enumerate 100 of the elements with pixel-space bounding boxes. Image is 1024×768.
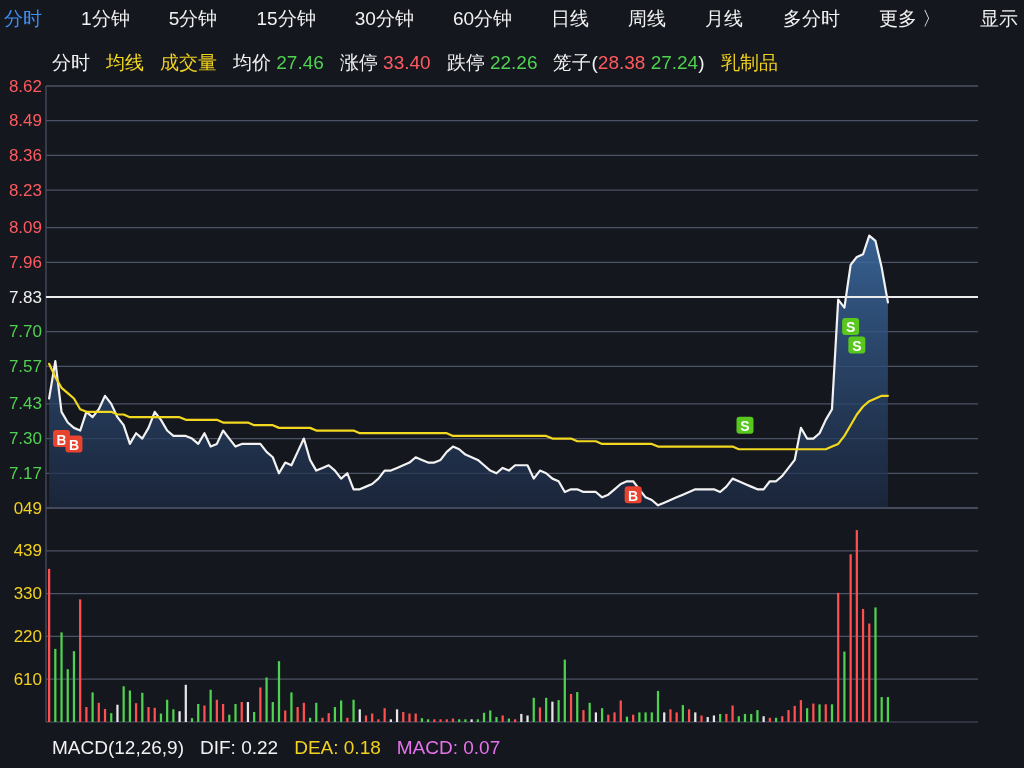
bar (66, 669, 69, 722)
y-tick-label: 8.49 (8, 111, 42, 131)
bar (147, 707, 150, 722)
bar (638, 712, 641, 722)
text: 330 (13, 584, 42, 604)
text: DIF: 0.22 (200, 736, 279, 758)
text: MACD(12,26,9) (52, 736, 184, 758)
bar (818, 704, 821, 722)
bar (458, 719, 461, 722)
bar (364, 715, 368, 722)
bar (613, 712, 616, 722)
y-tick-label: 7.70 (8, 322, 42, 342)
bar (259, 687, 262, 722)
bar (781, 716, 784, 722)
bar (197, 703, 200, 722)
text: 5分钟 (168, 7, 218, 29)
bar (489, 710, 492, 722)
bar (389, 719, 392, 722)
bar (221, 703, 225, 722)
line-series (48, 362, 890, 451)
bar (663, 712, 666, 722)
text: 跌停 22.26 (446, 51, 538, 73)
bar (513, 719, 517, 722)
bar (234, 703, 237, 722)
bar (358, 709, 361, 722)
bar (110, 713, 113, 722)
bar (203, 705, 206, 722)
text: 周线 (628, 7, 667, 29)
bar (824, 704, 827, 722)
bar (756, 710, 759, 722)
text: 60分钟 (452, 7, 513, 29)
text: 更多 〉 (878, 7, 941, 29)
y-tick-label: 7.30 (8, 429, 42, 449)
text: DEA: 0.18 (294, 736, 381, 758)
bar (495, 717, 498, 722)
bar (427, 719, 430, 722)
bar (433, 719, 436, 722)
bar (383, 708, 386, 722)
text: B (68, 436, 80, 453)
bar (712, 715, 716, 722)
bar (731, 705, 734, 722)
bar (737, 716, 740, 722)
text: S (852, 338, 862, 355)
bar (327, 713, 330, 722)
text: 439 (13, 541, 42, 561)
bar (352, 699, 355, 722)
text: 乳制品 (720, 51, 778, 73)
bar (762, 716, 765, 722)
text: 分时 (4, 7, 42, 29)
bar (377, 719, 380, 722)
y-tick-label: 8.62 (8, 76, 42, 96)
text: 1分钟 (81, 7, 130, 29)
bar (476, 719, 479, 722)
text: 220 (13, 626, 42, 646)
bar (134, 703, 138, 722)
bar (253, 712, 256, 722)
text: 成交量 (160, 51, 217, 73)
text: 月线 (705, 7, 744, 29)
y-tick-label: 8.23 (8, 180, 42, 200)
bar (675, 712, 678, 722)
bar (669, 709, 672, 722)
bar (843, 651, 846, 722)
text: 多分时 (782, 7, 840, 29)
bar (395, 709, 399, 722)
text: 日线 (551, 7, 590, 29)
bar (178, 711, 181, 722)
bar (172, 709, 175, 722)
bar (687, 709, 691, 722)
bar (600, 708, 604, 722)
bar (91, 692, 94, 722)
bar (470, 719, 473, 722)
bar (439, 719, 442, 722)
text: MACD: 0.07 (396, 736, 501, 758)
y-tick-label: 7.57 (8, 356, 42, 376)
bar (551, 701, 554, 722)
bar (787, 710, 790, 722)
bar (290, 692, 293, 722)
y-tick-label: 8.36 (8, 145, 42, 165)
text: 分时 (52, 51, 90, 73)
bar (402, 712, 405, 722)
bar (538, 707, 542, 722)
bar (408, 713, 411, 722)
bar (122, 686, 125, 722)
bar (501, 715, 504, 722)
bar (321, 717, 324, 722)
text: 显示 (980, 7, 1018, 29)
bar (464, 719, 467, 722)
bar (265, 677, 268, 722)
bar (874, 607, 877, 722)
bar (277, 661, 281, 722)
y-tick-label: 7.17 (8, 463, 42, 483)
text: 610 (13, 669, 42, 689)
bar (445, 719, 448, 722)
bar (700, 715, 703, 722)
bar (576, 692, 579, 722)
bar (694, 712, 697, 722)
y-tick-label: 7.83 (8, 287, 42, 307)
text: B (628, 487, 639, 504)
text: 049 (13, 498, 42, 518)
text: 笼子(28.38 27.24) (553, 51, 705, 73)
